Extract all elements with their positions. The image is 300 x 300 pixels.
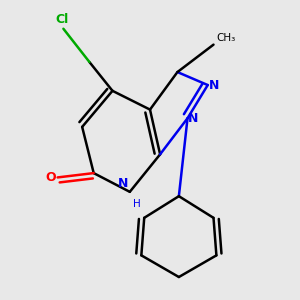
Text: CH₃: CH₃: [216, 33, 236, 43]
Text: H: H: [133, 199, 140, 209]
Text: Cl: Cl: [55, 13, 69, 26]
Text: N: N: [209, 79, 220, 92]
Text: N: N: [188, 112, 199, 125]
Text: O: O: [46, 171, 56, 184]
Text: N: N: [118, 177, 128, 190]
